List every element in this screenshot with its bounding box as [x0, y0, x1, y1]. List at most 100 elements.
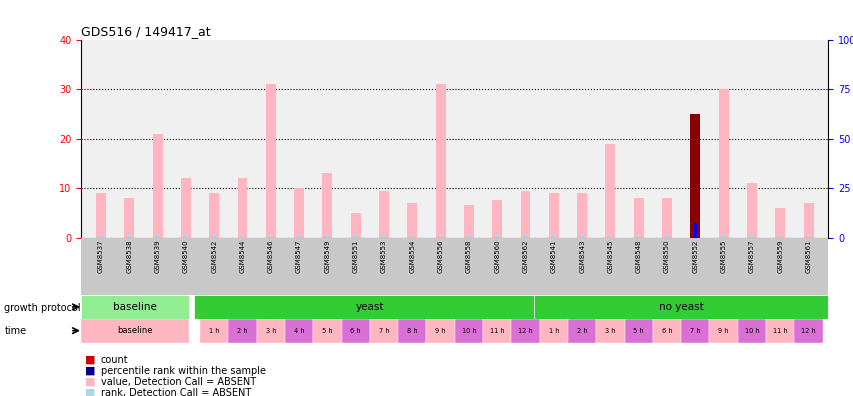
Bar: [81, 319, 189, 343]
Text: 3 h: 3 h: [605, 327, 615, 334]
Bar: [746, 183, 756, 238]
Bar: [664, 235, 668, 238]
Text: rank, Detection Call = ABSENT: rank, Detection Call = ABSENT: [101, 388, 251, 396]
Text: 3 h: 3 h: [265, 327, 276, 334]
Bar: [750, 235, 752, 238]
Text: 5 h: 5 h: [322, 327, 333, 334]
Bar: [467, 235, 470, 238]
Bar: [765, 319, 793, 343]
Bar: [495, 235, 498, 238]
Bar: [325, 235, 328, 238]
Bar: [237, 178, 247, 238]
Bar: [552, 235, 554, 238]
Bar: [181, 178, 190, 238]
Text: 11 h: 11 h: [772, 327, 786, 334]
Bar: [153, 133, 162, 238]
Bar: [689, 114, 699, 238]
Bar: [269, 235, 272, 238]
Text: GSM8550: GSM8550: [664, 239, 670, 273]
Bar: [341, 319, 369, 343]
Bar: [194, 295, 533, 319]
Text: 2 h: 2 h: [237, 327, 247, 334]
Bar: [212, 235, 216, 238]
Bar: [81, 295, 189, 319]
Bar: [737, 319, 765, 343]
Bar: [297, 235, 300, 238]
Bar: [354, 235, 357, 238]
Bar: [322, 173, 332, 238]
Text: GSM8549: GSM8549: [324, 239, 330, 273]
Text: 6 h: 6 h: [661, 327, 671, 334]
Text: GSM8539: GSM8539: [154, 239, 160, 273]
Text: GSM8548: GSM8548: [635, 239, 641, 273]
Bar: [595, 319, 624, 343]
Bar: [184, 235, 188, 238]
Bar: [483, 319, 511, 343]
Bar: [241, 235, 244, 238]
Text: 9 h: 9 h: [435, 327, 445, 334]
Text: GSM8540: GSM8540: [183, 239, 189, 273]
Text: 1 h: 1 h: [548, 327, 559, 334]
Bar: [681, 319, 709, 343]
Text: GSM8555: GSM8555: [720, 239, 726, 273]
Bar: [693, 223, 696, 238]
Bar: [407, 203, 417, 238]
Text: GSM8562: GSM8562: [522, 239, 528, 273]
Text: 10 h: 10 h: [461, 327, 476, 334]
Bar: [520, 190, 530, 238]
Bar: [438, 235, 442, 238]
Bar: [369, 319, 397, 343]
Bar: [426, 319, 455, 343]
Text: GSM8553: GSM8553: [380, 239, 386, 273]
Text: GSM8560: GSM8560: [494, 239, 500, 273]
Text: 10 h: 10 h: [744, 327, 758, 334]
Bar: [379, 190, 388, 238]
Text: GSM8557: GSM8557: [748, 239, 754, 273]
Bar: [265, 84, 276, 238]
Bar: [228, 319, 256, 343]
Bar: [567, 319, 595, 343]
Bar: [96, 193, 106, 238]
Text: 7 h: 7 h: [378, 327, 389, 334]
Text: count: count: [101, 354, 128, 365]
Bar: [718, 89, 728, 238]
Text: GSM8545: GSM8545: [606, 239, 612, 273]
Text: growth protocol: growth protocol: [4, 303, 81, 313]
Bar: [636, 235, 640, 238]
Bar: [803, 203, 813, 238]
Bar: [397, 319, 426, 343]
Bar: [156, 235, 159, 238]
Bar: [313, 319, 341, 343]
Text: 2 h: 2 h: [576, 327, 587, 334]
Bar: [351, 213, 360, 238]
Text: 5 h: 5 h: [633, 327, 643, 334]
Bar: [491, 200, 502, 238]
Bar: [653, 319, 681, 343]
Text: GSM8541: GSM8541: [550, 239, 556, 273]
Bar: [533, 295, 827, 319]
Bar: [435, 84, 445, 238]
Bar: [511, 319, 539, 343]
Bar: [285, 319, 313, 343]
Bar: [624, 319, 653, 343]
Text: value, Detection Call = ABSENT: value, Detection Call = ABSENT: [101, 377, 256, 387]
Bar: [721, 235, 724, 238]
Text: 11 h: 11 h: [490, 327, 504, 334]
Text: GSM8537: GSM8537: [98, 239, 104, 273]
Bar: [548, 193, 558, 238]
Bar: [580, 235, 583, 238]
Text: percentile rank within the sample: percentile rank within the sample: [101, 366, 265, 376]
Text: GSM8552: GSM8552: [692, 239, 698, 273]
Bar: [577, 193, 586, 238]
Text: 4 h: 4 h: [293, 327, 304, 334]
Text: 7 h: 7 h: [689, 327, 699, 334]
Bar: [125, 198, 134, 238]
Bar: [806, 235, 809, 238]
Text: 6 h: 6 h: [350, 327, 361, 334]
Bar: [200, 319, 228, 343]
Text: GSM8561: GSM8561: [804, 239, 810, 273]
Text: 1 h: 1 h: [209, 327, 219, 334]
Bar: [209, 193, 219, 238]
Bar: [605, 143, 615, 238]
Text: GSM8546: GSM8546: [268, 239, 274, 273]
